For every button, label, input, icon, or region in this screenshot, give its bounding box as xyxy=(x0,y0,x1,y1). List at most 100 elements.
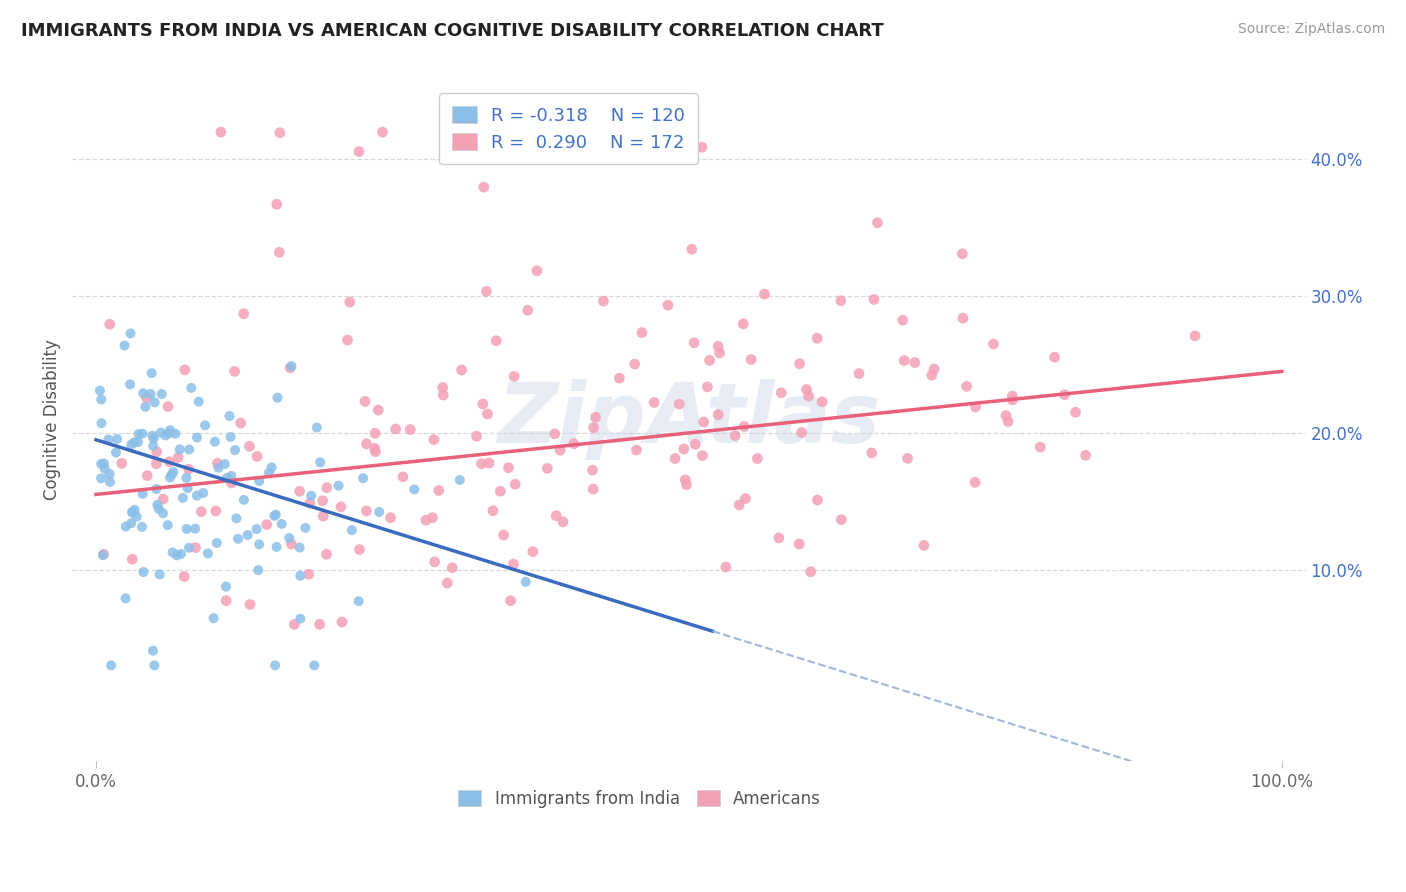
Point xyxy=(562,436,585,450)
Point xyxy=(1029,440,1052,454)
Point xyxy=(160,467,183,482)
Point xyxy=(142,439,165,453)
Point xyxy=(364,426,387,441)
Point xyxy=(132,386,155,401)
Point xyxy=(724,428,747,442)
Point xyxy=(143,658,166,673)
Point xyxy=(156,518,179,533)
Point xyxy=(263,508,285,523)
Point xyxy=(90,457,112,471)
Point xyxy=(264,508,287,522)
Point xyxy=(544,426,567,441)
Point xyxy=(150,387,173,401)
Point xyxy=(139,387,162,401)
Point xyxy=(180,381,202,395)
Point xyxy=(288,541,311,555)
Point xyxy=(356,504,378,518)
Point xyxy=(367,403,389,417)
Point xyxy=(806,493,828,508)
Point xyxy=(492,528,515,542)
Point xyxy=(733,317,755,331)
Point xyxy=(787,537,810,551)
Point xyxy=(170,547,193,561)
Point xyxy=(657,298,679,312)
Point xyxy=(111,457,134,471)
Point xyxy=(156,400,179,414)
Point xyxy=(997,415,1019,429)
Point xyxy=(329,500,352,514)
Point xyxy=(675,477,697,491)
Point xyxy=(299,489,322,503)
Point xyxy=(141,366,163,380)
Point xyxy=(339,295,361,310)
Point xyxy=(516,303,538,318)
Point xyxy=(643,395,665,409)
Point xyxy=(205,536,228,550)
Point xyxy=(184,541,207,555)
Point xyxy=(114,591,136,606)
Point xyxy=(380,510,402,524)
Point xyxy=(229,416,252,430)
Point xyxy=(134,400,156,414)
Point xyxy=(218,409,240,423)
Point xyxy=(298,496,321,510)
Point xyxy=(626,443,648,458)
Point xyxy=(352,471,374,485)
Point xyxy=(340,523,363,537)
Point xyxy=(269,245,291,260)
Point xyxy=(423,433,446,447)
Point xyxy=(172,491,194,505)
Point xyxy=(436,576,458,591)
Point xyxy=(149,425,172,440)
Point xyxy=(707,339,730,353)
Point xyxy=(503,369,526,384)
Point xyxy=(347,145,370,159)
Point xyxy=(893,353,915,368)
Point xyxy=(121,506,143,520)
Point xyxy=(354,394,377,409)
Point xyxy=(581,463,603,477)
Point xyxy=(283,617,305,632)
Point xyxy=(489,484,512,499)
Point xyxy=(98,475,121,489)
Point xyxy=(141,429,163,443)
Point xyxy=(349,542,371,557)
Point xyxy=(427,483,450,498)
Point xyxy=(790,425,813,440)
Point xyxy=(204,434,226,449)
Point xyxy=(205,504,228,518)
Point xyxy=(186,431,208,445)
Point xyxy=(499,593,522,607)
Point xyxy=(179,442,201,457)
Point xyxy=(478,456,501,470)
Point xyxy=(1001,389,1024,403)
Point xyxy=(404,483,426,497)
Point xyxy=(515,574,537,589)
Point xyxy=(114,338,136,352)
Point xyxy=(336,333,359,347)
Point xyxy=(194,418,217,433)
Point xyxy=(142,643,165,657)
Point xyxy=(238,439,260,453)
Point xyxy=(747,451,769,466)
Point xyxy=(471,397,494,411)
Point xyxy=(891,313,914,327)
Point xyxy=(921,368,943,383)
Point xyxy=(148,501,170,516)
Point xyxy=(98,467,121,481)
Point xyxy=(714,560,737,574)
Point xyxy=(740,352,762,367)
Legend: Immigrants from India, Americans: Immigrants from India, Americans xyxy=(451,783,828,814)
Point xyxy=(177,462,200,476)
Point xyxy=(236,528,259,542)
Point xyxy=(472,180,495,194)
Point xyxy=(97,433,120,447)
Point xyxy=(176,522,198,536)
Point xyxy=(866,216,889,230)
Point xyxy=(290,568,312,582)
Point xyxy=(239,598,262,612)
Point xyxy=(247,537,270,551)
Point xyxy=(441,561,464,575)
Point xyxy=(582,420,605,434)
Point xyxy=(94,462,117,476)
